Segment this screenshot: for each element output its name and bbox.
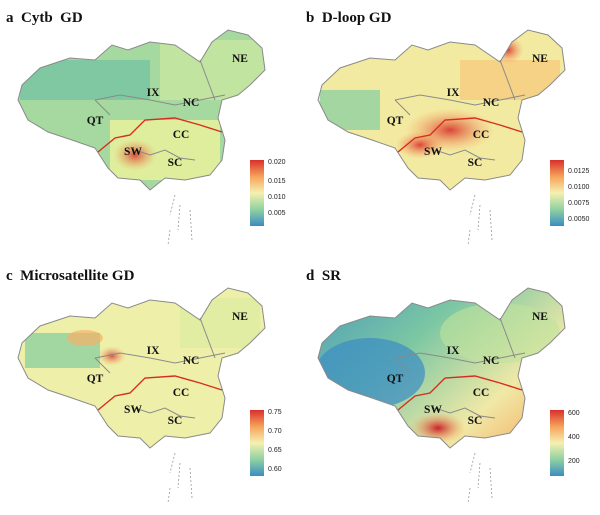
tick-c-3: 0.60 xyxy=(268,466,282,473)
colorbar-a xyxy=(250,160,264,226)
tick-a-3: 0.005 xyxy=(268,210,286,217)
panel-a-title: a Cytb GD xyxy=(6,10,83,26)
region-sw-d: SW xyxy=(424,404,442,416)
region-cc-a: CC xyxy=(173,129,190,141)
region-sw-a: SW xyxy=(124,146,142,158)
panel-a: a Cytb GD NE IX NC QT CC SW SC 0.020 0.0… xyxy=(0,0,300,257)
region-cc-b: CC xyxy=(473,129,490,141)
region-ix-b: IX xyxy=(447,87,460,99)
region-nc-d: NC xyxy=(483,355,500,367)
tick-a-1: 0.015 xyxy=(268,178,286,185)
region-ne-a: NE xyxy=(232,53,248,65)
region-ne-c: NE xyxy=(232,311,248,323)
tick-b-0: 0.0125 xyxy=(568,168,590,175)
tick-c-1: 0.70 xyxy=(268,428,282,435)
map-b: NE IX NC QT CC SW SC xyxy=(317,29,566,246)
region-cc-c: CC xyxy=(173,387,190,399)
tick-c-0: 0.75 xyxy=(268,409,282,416)
tick-b-3: 0.0050 xyxy=(568,216,590,223)
colorbar-d xyxy=(550,410,564,476)
region-qt-a: QT xyxy=(87,115,104,127)
panel-d-title: d SR xyxy=(306,268,342,284)
tick-d-0: 600 xyxy=(568,410,580,417)
tick-d-2: 200 xyxy=(568,458,580,465)
region-sc-a: SC xyxy=(168,157,183,169)
region-ne-d: NE xyxy=(532,311,548,323)
map-c: NE IX NC QT CC SW SC xyxy=(17,287,266,504)
region-sw-c: SW xyxy=(124,404,142,416)
tick-b-1: 0.0100 xyxy=(568,184,590,191)
colorbar-b xyxy=(550,160,564,226)
region-sc-d: SC xyxy=(468,415,483,427)
panel-b: b D-loop GD NE IX NC QT CC SW SC 0.0125 … xyxy=(300,0,600,257)
region-ix-c: IX xyxy=(147,345,160,357)
region-nc-b: NC xyxy=(483,97,500,109)
colorbar-c xyxy=(250,410,264,476)
panel-d: d SR NE IX NC QT CC SW xyxy=(300,258,600,515)
region-sw-b: SW xyxy=(424,146,442,158)
region-cc-d: CC xyxy=(473,387,490,399)
region-qt-d: QT xyxy=(387,373,404,385)
region-sc-c: SC xyxy=(168,415,183,427)
tick-a-2: 0.010 xyxy=(268,194,286,201)
tick-d-1: 400 xyxy=(568,434,580,441)
tick-a-0: 0.020 xyxy=(268,159,286,166)
region-sc-b: SC xyxy=(468,157,483,169)
region-nc-c: NC xyxy=(183,355,200,367)
panel-b-title: b D-loop GD xyxy=(306,10,392,26)
region-nc-a: NC xyxy=(183,97,200,109)
region-ne-b: NE xyxy=(532,53,548,65)
region-ix-d: IX xyxy=(447,345,460,357)
region-ix-a: IX xyxy=(147,87,160,99)
region-qt-c: QT xyxy=(87,373,104,385)
region-qt-b: QT xyxy=(387,115,404,127)
tick-c-2: 0.65 xyxy=(268,447,282,454)
panel-c: c Microsatellite GD NE IX NC QT CC SW SC… xyxy=(0,258,300,515)
tick-b-2: 0.0075 xyxy=(568,200,590,207)
map-d: NE IX NC QT CC SW SC xyxy=(317,287,566,504)
map-a: NE IX NC QT CC SW SC xyxy=(17,29,266,246)
panel-c-title: c Microsatellite GD xyxy=(6,268,135,284)
